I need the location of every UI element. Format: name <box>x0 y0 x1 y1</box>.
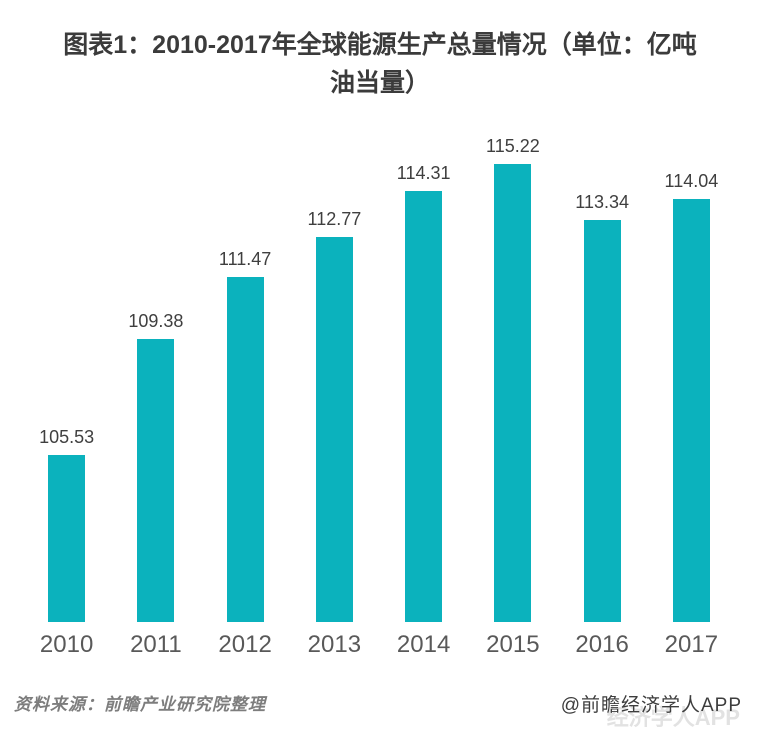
bar-value-label: 109.38 <box>128 311 184 331</box>
bar <box>48 455 86 622</box>
x-axis-label: 2016 <box>575 631 629 658</box>
bar-column: 111.47 2012 <box>201 110 290 662</box>
chart-title-line1: 图表1：2010-2017年全球能源生产总量情况（单位：亿吨 <box>63 31 697 59</box>
x-axis-label: 2014 <box>396 631 451 658</box>
source-note: 资料来源：前瞻产业研究院整理 <box>14 695 266 714</box>
chart-title: 图表1：2010-2017年全球能源生产总量情况（单位：亿吨 油当量） <box>30 26 730 102</box>
bar <box>672 199 710 622</box>
bar-column: 105.53 2010 <box>22 110 111 662</box>
footer: 资料来源：前瞻产业研究院整理 经济学人APP @前瞻经济学人APP <box>0 690 760 730</box>
bar-stack: 114.04 <box>647 110 736 622</box>
x-axis-label: 2013 <box>307 631 362 658</box>
bar-stack: 109.38 <box>111 110 200 622</box>
bar-column: 113.34 2016 <box>558 110 647 662</box>
bar-value-label: 114.04 <box>664 171 719 191</box>
bar-value-label: 111.47 <box>218 249 272 269</box>
bar-stack: 105.53 <box>22 110 111 622</box>
bar <box>315 237 353 622</box>
bar-value-label: 115.22 <box>486 136 540 156</box>
bar <box>137 339 175 622</box>
x-axis-label: 2017 <box>664 631 719 658</box>
bar-column: 112.77 2013 <box>290 110 379 662</box>
bar <box>583 220 621 622</box>
x-axis-label: 2011 <box>130 631 182 658</box>
bar-value-label: 112.77 <box>307 209 362 229</box>
bar-stack: 111.47 <box>201 110 290 622</box>
bar-stack: 113.34 <box>558 110 647 622</box>
bar-value-label: 105.53 <box>39 427 95 447</box>
bar-value-label: 114.31 <box>396 163 451 183</box>
chart-title-line2: 油当量） <box>329 69 430 97</box>
bar <box>226 277 264 622</box>
bar <box>405 191 443 622</box>
bar-stack: 114.31 <box>379 110 468 622</box>
bar <box>494 164 532 622</box>
bar-column: 109.38 2011 <box>111 110 200 662</box>
bar-column: 114.04 2017 <box>647 110 736 662</box>
bar-chart: 105.53 2010 109.38 2011 111.47 2012 112.77 2013… <box>22 110 736 662</box>
x-axis-label: 2015 <box>486 631 540 658</box>
x-axis-label: 2012 <box>218 631 272 658</box>
bar-column: 114.31 2014 <box>379 110 468 662</box>
bar-value-label: 113.34 <box>575 192 629 212</box>
bar-stack: 115.22 <box>468 110 557 622</box>
bar-stack: 112.77 <box>290 110 379 622</box>
x-axis-label: 2010 <box>39 631 94 658</box>
bar-column: 115.22 2015 <box>468 110 557 662</box>
credit-area: 经济学人APP @前瞻经济学人APP <box>561 690 742 730</box>
credit-label: @前瞻经济学人APP <box>560 695 742 716</box>
